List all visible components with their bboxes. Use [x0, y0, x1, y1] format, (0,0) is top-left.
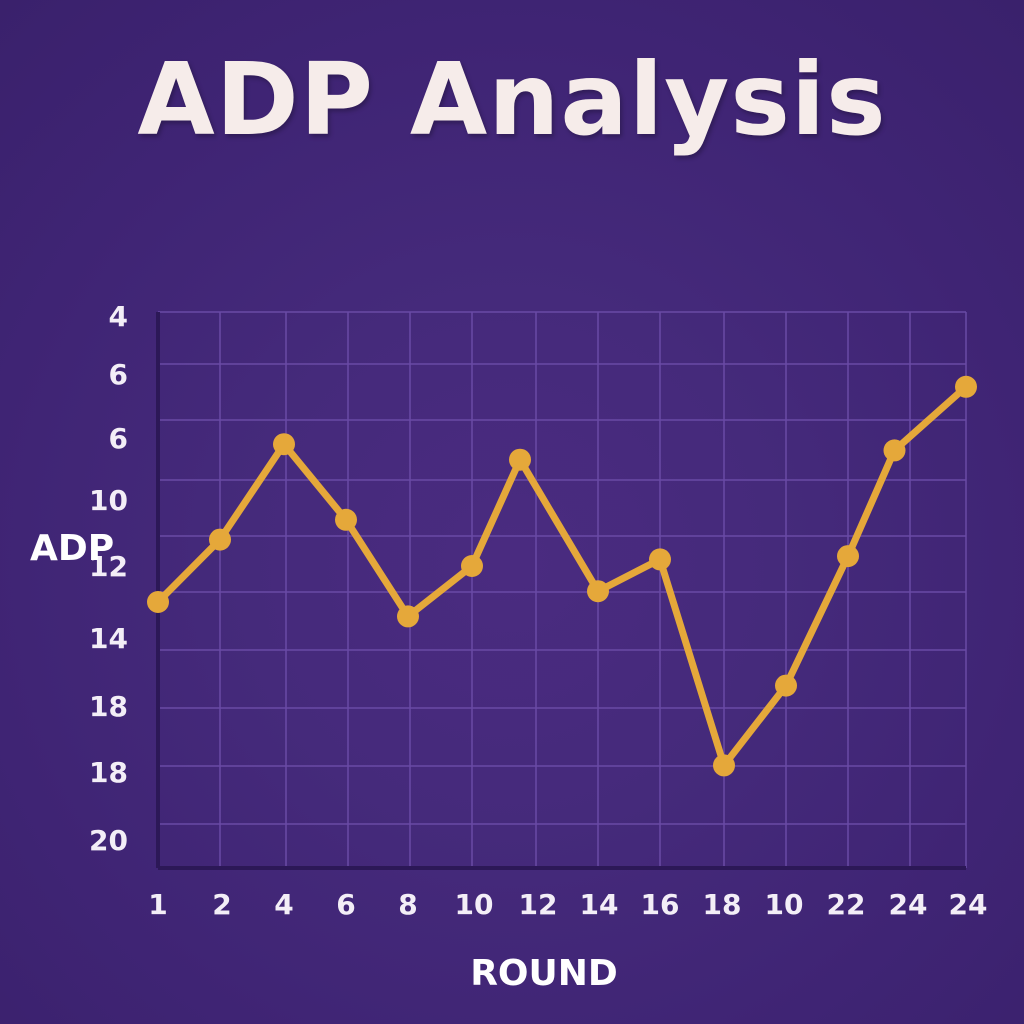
data-point [713, 754, 735, 777]
y-tick-labels: 4 6 6 10 12 14 18 18 20 [89, 300, 128, 857]
y-tick-label: 14 [89, 622, 128, 655]
data-points [147, 375, 977, 777]
y-tick-label: 6 [109, 358, 128, 391]
data-point [955, 375, 977, 398]
data-point [461, 555, 483, 577]
x-tick-label: 2 [212, 888, 231, 921]
x-tick-label: 4 [274, 888, 293, 921]
x-tick-label: 6 [336, 888, 355, 921]
y-tick-label: 18 [89, 756, 128, 789]
x-tick-label: 24 [889, 888, 928, 921]
data-point [587, 580, 609, 603]
x-tick-label: 16 [641, 888, 680, 921]
y-axis-label: ADP [30, 528, 114, 569]
chart-title: ADP Analysis [137, 41, 887, 158]
grid [157, 311, 967, 869]
data-point [397, 605, 419, 628]
data-point [775, 674, 797, 697]
x-tick-label: 12 [519, 888, 558, 921]
data-point [649, 548, 671, 571]
series-line [154, 383, 970, 769]
x-tick-label: 1 [148, 888, 167, 921]
y-tick-label: 12 [89, 550, 128, 583]
axes [156, 312, 966, 870]
data-point [509, 448, 531, 471]
x-tick-label: 10 [455, 888, 494, 921]
data-point [883, 439, 906, 462]
x-tick-labels: 1 2 4 6 8 10 12 14 16 18 10 22 24 24 [148, 888, 987, 921]
x-tick-label: 24 [949, 888, 988, 921]
x-tick-label: 18 [703, 888, 742, 921]
y-tick-label: 18 [89, 690, 128, 723]
y-tick-label: 10 [89, 484, 128, 517]
x-axis-label: ROUND [470, 953, 618, 994]
y-tick-label: 4 [109, 300, 128, 333]
series-line-group [154, 383, 970, 769]
data-point [147, 591, 169, 613]
data-point [837, 545, 859, 568]
data-point [209, 528, 231, 551]
x-tick-label: 8 [398, 888, 417, 921]
x-tick-label: 14 [580, 888, 619, 921]
data-point [335, 508, 357, 531]
y-tick-label: 6 [109, 422, 128, 455]
x-tick-label: 10 [765, 888, 804, 921]
x-tick-label: 22 [827, 888, 866, 921]
data-point [273, 433, 295, 456]
y-tick-label: 20 [89, 824, 128, 857]
